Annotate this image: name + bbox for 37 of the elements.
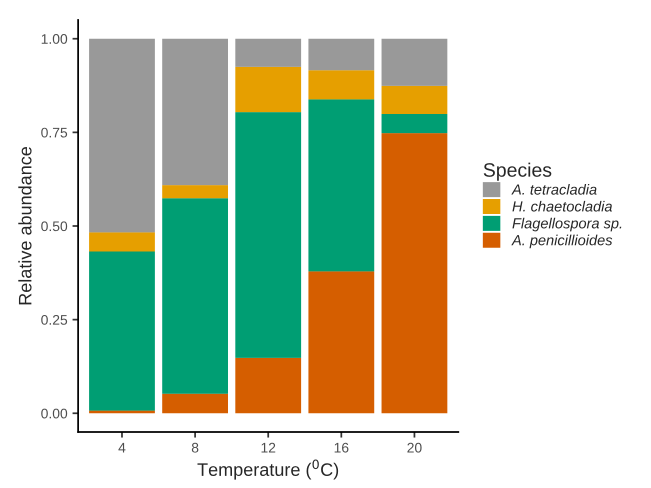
legend-label: A. tetracladia bbox=[511, 184, 597, 195]
x-tick-label: 20 bbox=[407, 442, 422, 453]
legend-label: A. penicillioides bbox=[511, 234, 612, 248]
bar bbox=[89, 251, 155, 411]
x-axis-title: Temperature ($^{0}$C) bbox=[197, 460, 338, 480]
y-axis-title: Relative abundance bbox=[18, 146, 32, 304]
bar bbox=[382, 38, 448, 86]
bar bbox=[382, 133, 448, 414]
y-tick-label: 0.75 bbox=[41, 128, 68, 138]
y-tick-label: 0.25 bbox=[41, 314, 68, 325]
bar bbox=[89, 38, 155, 232]
y-tick-label: 1.00 bbox=[42, 34, 68, 44]
bar bbox=[235, 66, 302, 112]
bar bbox=[235, 358, 302, 414]
legend-title: Species bbox=[484, 162, 552, 181]
bar bbox=[162, 394, 228, 414]
x-tick-label: 8 bbox=[192, 442, 198, 453]
x-tick-label: 12 bbox=[262, 442, 276, 452]
bar bbox=[162, 185, 228, 198]
bar bbox=[162, 198, 228, 394]
bar bbox=[308, 271, 374, 414]
x-tick-label: 16 bbox=[334, 442, 348, 453]
legend-label: Flagellospora sp. bbox=[512, 218, 622, 232]
legend-label: H. chaetocladia bbox=[512, 200, 612, 212]
y-tick-label: 0.50 bbox=[41, 221, 68, 232]
bar bbox=[235, 38, 302, 67]
bar bbox=[382, 86, 448, 114]
bar bbox=[382, 114, 448, 134]
bar bbox=[162, 38, 228, 186]
y-tick-label: 0.00 bbox=[41, 408, 68, 418]
bar bbox=[308, 70, 374, 100]
x-tick-label: 4 bbox=[118, 442, 126, 452]
bar bbox=[308, 38, 374, 70]
bar bbox=[235, 112, 302, 358]
bar bbox=[308, 99, 374, 272]
bar bbox=[89, 232, 155, 252]
bar bbox=[89, 410, 155, 414]
